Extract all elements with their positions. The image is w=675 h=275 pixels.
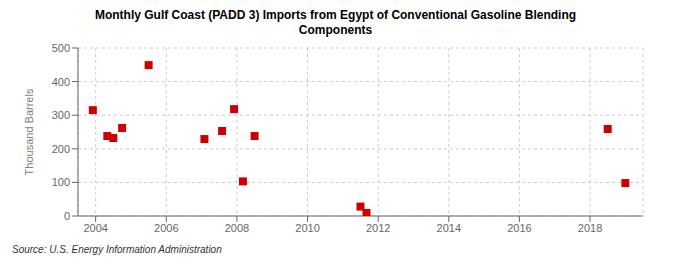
svg-text:100: 100 <box>52 176 70 188</box>
svg-text:2004: 2004 <box>83 222 107 234</box>
svg-text:2016: 2016 <box>507 222 531 234</box>
svg-text:500: 500 <box>52 42 70 54</box>
svg-text:2014: 2014 <box>437 222 461 234</box>
svg-text:2018: 2018 <box>578 222 602 234</box>
svg-text:2008: 2008 <box>225 222 249 234</box>
svg-text:0: 0 <box>64 210 70 222</box>
svg-text:400: 400 <box>52 76 70 88</box>
html-text:Monthly Gulf Coast (PADD 3) Im: Monthly Gulf Coast (PADD 3) Imports from… <box>94 8 577 22</box>
html-text:Source: U.S. Energy Informatio: Source: U.S. Energy Information Administ… <box>12 244 222 255</box>
svg-text:2010: 2010 <box>295 222 319 234</box>
html-text:Components: Components <box>298 23 373 37</box>
svg-text:300: 300 <box>52 109 70 121</box>
svg-text:2012: 2012 <box>366 222 390 234</box>
svg-text:200: 200 <box>52 143 70 155</box>
svg-text:Thousand Barrels: Thousand Barrels <box>23 88 35 175</box>
svg-text:2006: 2006 <box>154 222 178 234</box>
